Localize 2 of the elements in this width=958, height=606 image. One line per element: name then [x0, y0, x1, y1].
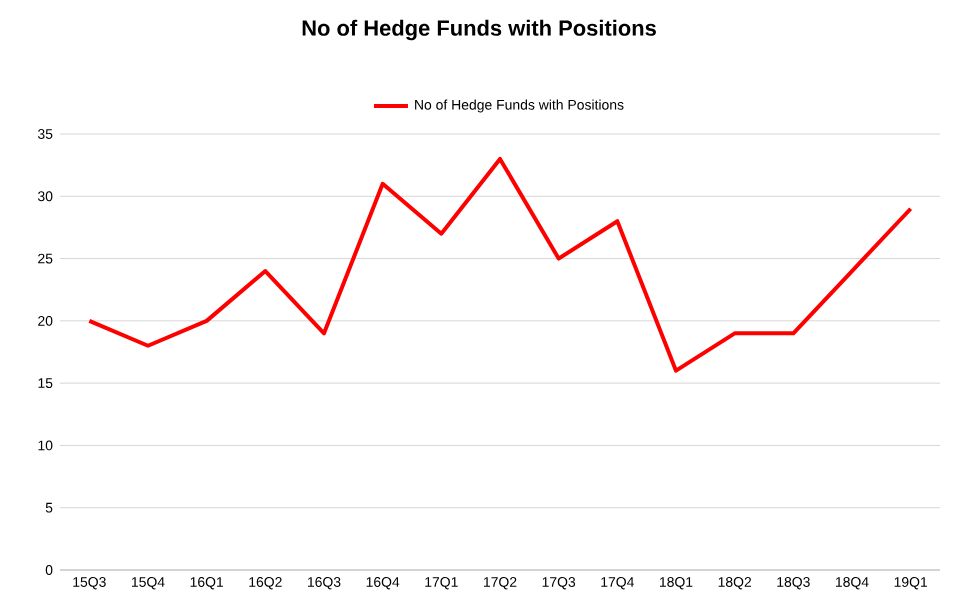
line-series [87, 156, 913, 373]
chart-title: No of Hedge Funds with Positions [302, 19, 656, 41]
